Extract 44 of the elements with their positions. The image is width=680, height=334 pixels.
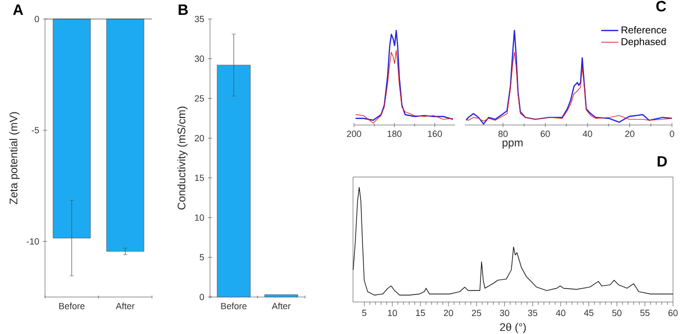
x-tick-label: 5 bbox=[362, 310, 366, 316]
x-tick-label: Before bbox=[59, 302, 85, 310]
x-tick-label: 10 bbox=[388, 310, 397, 316]
y-axis-title: Conductivity (mS/cm) bbox=[177, 106, 188, 210]
x-tick-label: 25 bbox=[472, 310, 482, 316]
x-tick-label: 40 bbox=[556, 310, 566, 316]
x-tick-label: 180 bbox=[388, 130, 402, 137]
x-tick-label: 20 bbox=[444, 310, 454, 316]
x-axis-title: ppm bbox=[502, 140, 523, 149]
y-tick-label: 15 bbox=[195, 174, 204, 181]
y-tick-label: 30 bbox=[194, 56, 204, 62]
x-tick-label: 60 bbox=[540, 130, 550, 137]
x-tick-label: 0 bbox=[670, 130, 674, 137]
chart-title: D bbox=[658, 156, 667, 166]
x-tick-label: 35 bbox=[528, 310, 538, 316]
y-tick-label: 10 bbox=[195, 214, 204, 221]
x-tick-label: 20 bbox=[625, 130, 634, 137]
y-tick-label: -5 bbox=[32, 127, 39, 134]
y-tick-label: 35 bbox=[194, 16, 204, 22]
y-tick-label: 0 bbox=[34, 16, 40, 22]
y-axis-title: Zeta potential (mV) bbox=[9, 112, 20, 204]
y-tick-label: 0 bbox=[200, 294, 204, 300]
x-tick-label: 55 bbox=[640, 310, 650, 316]
y-tick-label: -10 bbox=[26, 238, 40, 245]
x-tick-label: 80 bbox=[498, 130, 508, 137]
x-tick-label: 60 bbox=[668, 310, 678, 316]
x-tick-label: 200 bbox=[346, 130, 362, 137]
y-tick-label: 5 bbox=[200, 254, 204, 260]
x-tick-label: Before bbox=[221, 302, 247, 310]
x-tick-label: 50 bbox=[612, 310, 622, 316]
x-axis-title: 2θ (°) bbox=[500, 322, 526, 334]
x-tick-label: 40 bbox=[582, 130, 592, 137]
legend-label: Reference bbox=[622, 26, 666, 34]
x-tick-label: 15 bbox=[416, 310, 425, 316]
x-tick-label: 30 bbox=[500, 310, 510, 316]
chart-title: C bbox=[656, 0, 666, 12]
y-tick-label: 25 bbox=[194, 95, 204, 102]
x-tick-label: 160 bbox=[428, 130, 442, 137]
x-tick-label: 45 bbox=[584, 310, 594, 316]
chart-title: A bbox=[13, 4, 24, 15]
x-tick-label: After bbox=[116, 302, 135, 310]
legend-label: Dephased bbox=[622, 38, 666, 48]
chart-title: B bbox=[178, 4, 188, 15]
x-tick-label: After bbox=[272, 302, 291, 310]
